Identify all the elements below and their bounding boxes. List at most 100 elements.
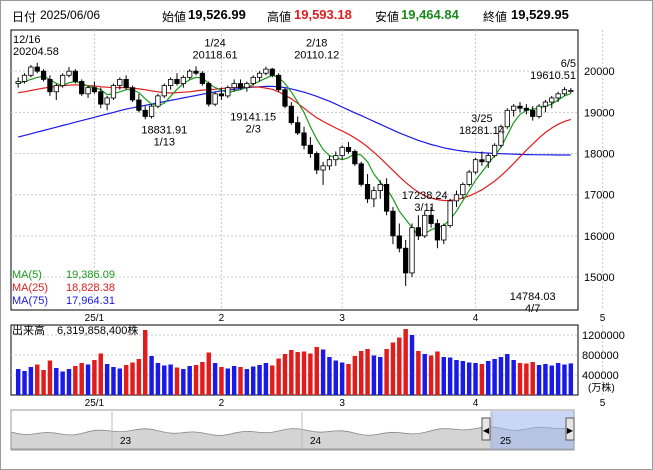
volume-bar [358, 351, 364, 395]
volume-bar [536, 365, 542, 395]
volume-bar [517, 363, 523, 395]
volume-bar [92, 360, 97, 395]
month-label: 5 [600, 313, 606, 324]
volume-bar [60, 371, 65, 395]
volume-bar [562, 364, 567, 395]
candle-body-down [123, 79, 129, 89]
volume-bar [257, 365, 262, 395]
candle [320, 161, 326, 185]
volume-bar [498, 357, 504, 395]
candle [549, 95, 555, 109]
volume-bar [212, 363, 218, 395]
ma-legend-value: 17,964.31 [66, 295, 115, 307]
candle [199, 71, 206, 86]
candle-body-up [339, 146, 345, 156]
candle [485, 153, 491, 168]
price-annotation: 2/18 [306, 38, 327, 50]
ma-legend-label: MA(5) [12, 269, 42, 281]
candle [326, 155, 333, 170]
candle [288, 102, 294, 125]
volume-bar [473, 363, 478, 395]
price-annotation: 4/7 [525, 303, 540, 315]
candle-body-down [345, 146, 352, 152]
volume-bar [530, 362, 535, 395]
candle-body-up [263, 68, 269, 74]
volume-bar [238, 367, 243, 395]
navigator-handle-left[interactable] [481, 417, 491, 441]
candle [263, 66, 269, 76]
candle-body-up [491, 144, 498, 156]
price-annotation: 2/3 [246, 124, 261, 136]
candle [168, 77, 174, 90]
volume-bar [41, 370, 46, 395]
candle-body-down [403, 247, 409, 274]
volume-bar [187, 366, 192, 395]
candle [193, 66, 199, 76]
candle-body-down [275, 74, 282, 91]
candle [15, 77, 21, 88]
volume-bar [371, 355, 377, 395]
candle [447, 198, 453, 228]
candle [123, 75, 129, 90]
candle-body-up [21, 74, 28, 82]
candle [256, 71, 263, 82]
candle-body-up [561, 89, 568, 95]
candle [390, 207, 396, 245]
candle [371, 186, 377, 208]
candle-body-up [85, 87, 91, 95]
candle [117, 77, 123, 90]
navigator-handle-right[interactable] [565, 417, 575, 441]
volume-bar [479, 364, 485, 395]
candle [415, 215, 421, 240]
candle-body-up [180, 76, 186, 84]
volume-bar [85, 364, 91, 395]
volume-bar [117, 368, 123, 395]
volume-bar [73, 366, 78, 395]
candle-body-down [129, 87, 136, 101]
volume-bar [123, 365, 129, 395]
ma75-line [18, 85, 571, 156]
navigator-year-label: 23 [120, 436, 132, 447]
candle-body-up [377, 184, 383, 191]
volume-bar [162, 365, 167, 395]
volume-bar [378, 357, 383, 395]
candle [218, 87, 225, 100]
candle [364, 174, 371, 203]
candle [460, 182, 466, 199]
month-label: 25/1 [85, 313, 105, 324]
volume-bar [505, 354, 510, 395]
open-label: 始値 [162, 10, 187, 24]
volume-bar [568, 363, 574, 395]
candle [428, 207, 434, 228]
candle [269, 67, 275, 78]
candle-body-up [28, 66, 34, 76]
price-tick-label: 20000 [584, 66, 615, 78]
candle-body-up [244, 83, 250, 89]
candle [98, 87, 104, 109]
candle-body-up [466, 171, 472, 185]
candle [301, 126, 307, 150]
candle [85, 85, 91, 98]
candle [542, 100, 549, 113]
volume-bar [219, 367, 224, 395]
volume-tick-label: 1200000 [582, 330, 625, 342]
candle-body-up [231, 83, 237, 89]
ma5-line [18, 74, 572, 237]
volume-bar [193, 365, 199, 395]
candle-body-down [396, 235, 402, 249]
candle [352, 149, 358, 166]
volume-tick-label: 400000 [582, 370, 619, 382]
candle-body-up [326, 159, 333, 167]
candle-body-down [40, 70, 47, 80]
price-annotation: 6/5 [561, 58, 576, 70]
candle [28, 65, 34, 78]
price-annotation: 17238.24 [402, 190, 448, 202]
candle [225, 85, 231, 98]
price-annotation: 18281.14 [459, 125, 505, 137]
candle-body-down [98, 91, 104, 105]
candle-body-down [237, 83, 244, 89]
close-value: 19,529.95 [511, 7, 569, 22]
candle-body-down [199, 72, 206, 84]
candle [568, 87, 574, 94]
